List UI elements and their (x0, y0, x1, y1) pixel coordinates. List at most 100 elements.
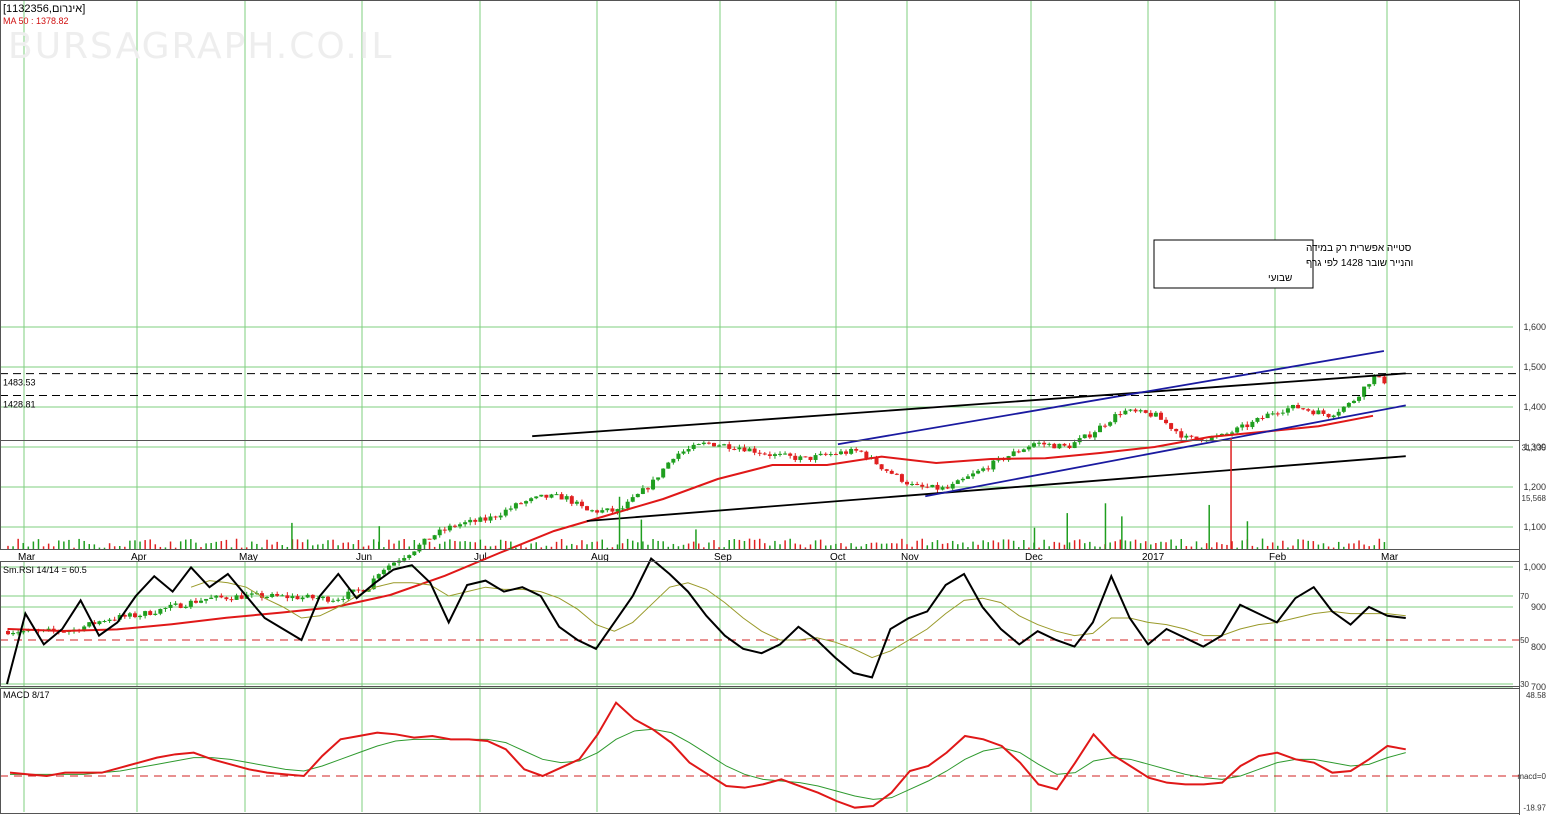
candle-body (884, 469, 889, 471)
candle-body (132, 613, 137, 618)
price-tick-label: 900 (1531, 602, 1546, 612)
candle-body (61, 631, 66, 633)
candle-body (889, 470, 894, 474)
candle-body (183, 606, 188, 608)
candle-body (1199, 438, 1204, 441)
candle-body (1346, 402, 1351, 407)
candle-body (1230, 432, 1235, 434)
candle-body (127, 613, 132, 617)
candle-body (1184, 435, 1189, 438)
candle-body (854, 448, 859, 451)
candle-body (112, 619, 117, 621)
candle-body (1372, 376, 1377, 385)
candle-body (148, 611, 153, 615)
candle-body (1270, 413, 1275, 415)
candle-body (778, 453, 783, 455)
candle-body (783, 453, 788, 455)
volume-panel (7, 438, 1386, 549)
candle-body (224, 597, 229, 600)
candle-body (625, 501, 630, 509)
candle-body (671, 458, 676, 463)
candle-body (1382, 376, 1387, 384)
candle-body (833, 454, 838, 456)
candle-body (1047, 443, 1052, 445)
candle-body (549, 494, 554, 498)
candle-body (615, 509, 620, 512)
candle-body (508, 508, 513, 510)
candle-body (1209, 436, 1214, 441)
price-tick-label: 800 (1531, 642, 1546, 652)
candle-body (1260, 417, 1265, 419)
candle-body (818, 453, 823, 456)
candle-body (950, 483, 955, 489)
candle-body (1052, 443, 1057, 449)
candle-body (747, 448, 752, 452)
month-label: Feb (1269, 552, 1287, 563)
rsi-label: Sm.RSI 14/14 = 60.5 (3, 565, 87, 575)
candle-body (1016, 451, 1021, 453)
candle-body (336, 599, 341, 601)
price-tick-label: 1,600 (1523, 322, 1546, 332)
candle-body (722, 444, 727, 446)
candle-body (1067, 445, 1072, 449)
candle-body (513, 503, 518, 509)
candle-body (1275, 413, 1280, 415)
candle-body (910, 483, 915, 485)
candle-body (899, 474, 904, 482)
candle-body (544, 494, 549, 498)
candle-body (605, 508, 610, 511)
candle-body (717, 445, 722, 447)
month-label: Jul (474, 552, 487, 563)
month-label: Aug (591, 552, 609, 563)
candle-body (838, 451, 843, 455)
candle-body (447, 525, 452, 531)
chart-title: [1132356,אינרום] (3, 3, 85, 15)
candle-body (1280, 412, 1285, 414)
candle-body (1169, 423, 1174, 429)
candle-body (1042, 442, 1047, 445)
candle-body (1357, 396, 1362, 401)
rsi-panel (0, 557, 1519, 685)
candle-body (412, 551, 417, 556)
candle-body (706, 442, 711, 444)
candle-body (732, 448, 737, 450)
candle-body (107, 619, 112, 621)
price-tick-label: 1,100 (1523, 522, 1546, 532)
panel-frames (0, 0, 1520, 815)
candle-body (1194, 436, 1199, 439)
candle-body (894, 473, 899, 475)
candle-body (239, 595, 244, 599)
macd-label: MACD 8/17 (3, 690, 50, 700)
candle-body (173, 603, 178, 605)
candle-body (696, 444, 701, 446)
candle-body (407, 555, 412, 559)
month-label: May (239, 552, 258, 563)
macd-signal-line (10, 728, 1406, 800)
candle-body (1224, 433, 1229, 435)
candle-body (310, 594, 315, 599)
candle-body (325, 596, 330, 602)
candle-body (1026, 446, 1031, 450)
candle-body (503, 509, 508, 516)
price-tick-label: 1,500 (1523, 362, 1546, 372)
annotation-line-3: שבועי (1268, 273, 1292, 284)
panel-border (0, 440, 1520, 550)
candle-body (361, 589, 366, 592)
candle-body (1072, 442, 1077, 449)
ma-label: MA 50 : 1378.82 (3, 16, 69, 26)
candle-body (1164, 419, 1169, 424)
candle-body (432, 535, 437, 540)
candle-body (285, 595, 290, 599)
candle-body (1255, 417, 1260, 422)
candle-body (808, 456, 813, 460)
rsi-tick-label: 50 (1520, 636, 1529, 645)
candle-body (793, 455, 798, 460)
price-panel: 1483.53 1428.81 (0, 350, 1519, 636)
candle-body (1179, 431, 1184, 438)
candle-body (788, 453, 793, 456)
candle-body (168, 604, 173, 608)
candle-body (742, 447, 747, 452)
candle-body (422, 538, 427, 545)
